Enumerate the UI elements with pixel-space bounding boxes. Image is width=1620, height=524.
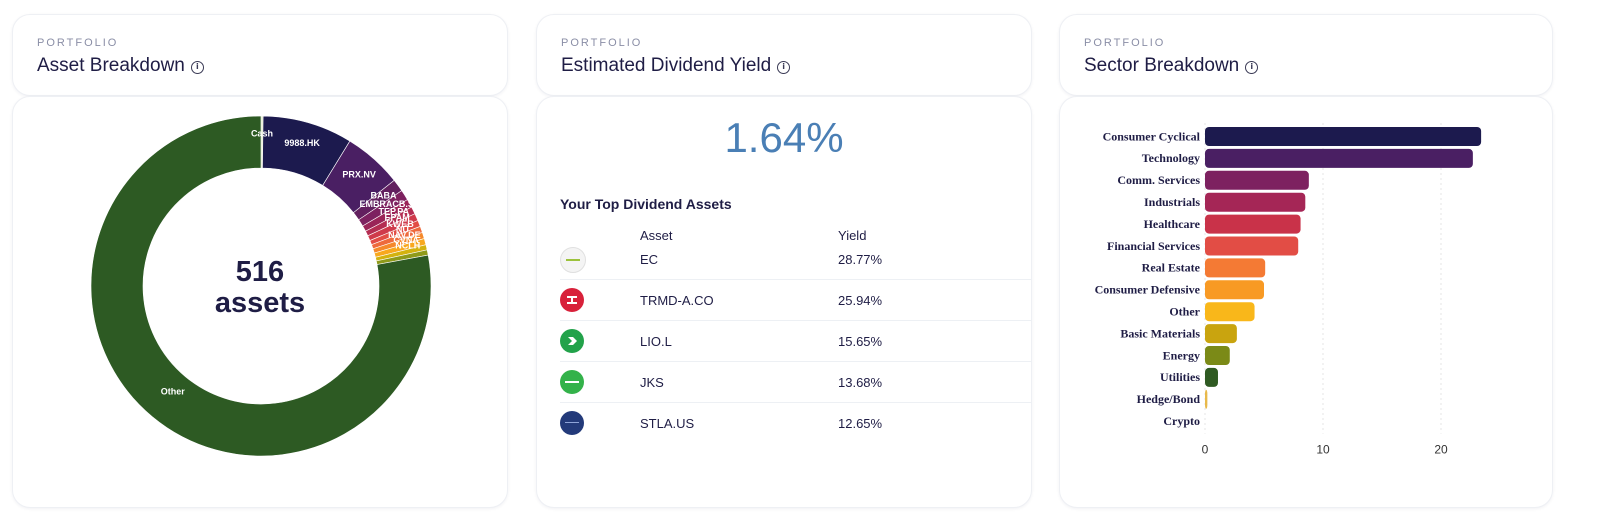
asset-symbol: TRMD-A.CO: [640, 293, 714, 308]
donut-slice-label: NCLH: [395, 241, 420, 251]
asset-symbol: LIO.L: [640, 334, 672, 349]
x-tick-label: 0: [1202, 443, 1209, 457]
ecopetrol-logo-icon: [560, 247, 586, 273]
sector-bar[interactable]: [1205, 367, 1218, 387]
asset-yield: 28.77%: [838, 252, 883, 267]
asset-breakdown-chart-card: Cash 9988.HK PRX.NV BABA EMBRACB.ST TEP.PA EPA…: [12, 96, 508, 508]
asset-donut-chart: Cash 9988.HK PRX.NV BABAEMBRACB.STTEP.PAEPA…: [90, 115, 432, 457]
info-icon[interactable]: i: [1245, 60, 1259, 74]
category-label: Consumer Defensive: [1095, 283, 1201, 297]
dividend-row[interactable]: LIO.L 15.65%: [560, 320, 1032, 362]
dividend-yield-panel: PORTFOLIO Estimated Dividend Yield i 1.6…: [536, 0, 1032, 524]
category-label: Hedge/Bond: [1137, 392, 1201, 406]
stellantis-logo-icon: [560, 411, 584, 435]
liontrust-logo-icon: [560, 329, 584, 353]
sector-breakdown-chart-card: 0 10 20 Consumer Cyclical Technology Comm. Se…: [1059, 96, 1553, 508]
donut-slice-label: NU: [396, 224, 409, 234]
category-label: Technology: [1142, 151, 1200, 165]
panel-title: Estimated Dividend Yield i: [561, 55, 791, 77]
category-label: Utilities: [1160, 370, 1200, 384]
category-label: Real Estate: [1142, 261, 1201, 275]
sector-bar-chart: 0 10 20 Consumer Cyclical Technology Comm. Se…: [1095, 123, 1482, 457]
sector-bar[interactable]: [1205, 302, 1255, 322]
donut-slice-label: PRX.NV: [342, 170, 376, 180]
sector-bar[interactable]: [1205, 236, 1299, 256]
donut-slice-label: EPAM: [384, 213, 409, 223]
torm-logo-icon: [560, 288, 584, 312]
x-tick-label: 10: [1316, 443, 1330, 457]
sector-bar[interactable]: [1205, 258, 1266, 278]
asset-yield: 12.65%: [838, 416, 883, 431]
category-label: Energy: [1163, 348, 1200, 362]
dividend-yield-header-card: PORTFOLIO Estimated Dividend Yield i: [536, 14, 1032, 96]
donut-slice-label: KWEB: [386, 219, 414, 229]
category-label: Financial Services: [1107, 239, 1200, 253]
asset-symbol: JKS: [640, 375, 664, 390]
x-tick-label: 20: [1434, 443, 1448, 457]
asset-symbol: EC: [640, 252, 659, 267]
panel-title: Sector Breakdown i: [1084, 55, 1259, 77]
category-label: Healthcare: [1144, 217, 1201, 231]
asset-yield: 13.68%: [838, 375, 883, 390]
overline: PORTFOLIO: [561, 37, 643, 49]
info-icon[interactable]: i: [777, 60, 791, 74]
asset-breakdown-panel: PORTFOLIO Asset Breakdown i Cash 9988.HK P…: [12, 0, 508, 524]
dividend-yield-body-card: [536, 96, 1032, 508]
overline: PORTFOLIO: [37, 37, 119, 49]
asset-count: 516: [235, 256, 285, 288]
panel-title: Asset Breakdown i: [37, 55, 204, 77]
asset-symbol: STLA.US: [640, 416, 695, 431]
sector-bar[interactable]: [1205, 127, 1482, 146]
top-dividend-heading: Your Top Dividend Assets: [560, 196, 732, 212]
donut-slice-label: NAV.DE: [388, 230, 421, 240]
sector-bar[interactable]: [1205, 148, 1473, 168]
category-label: Other: [1169, 304, 1200, 318]
overline: PORTFOLIO: [1084, 37, 1166, 49]
sector-bar[interactable]: [1205, 170, 1309, 190]
category-label: Consumer Cyclical: [1103, 129, 1201, 143]
sector-bar[interactable]: [1205, 324, 1237, 344]
donut-slice-label: BABA: [371, 190, 397, 200]
sector-bar[interactable]: [1205, 389, 1208, 409]
asset-breakdown-header-card: PORTFOLIO Asset Breakdown i: [12, 14, 508, 96]
donut-slice-label: EMBRACB.ST: [359, 199, 420, 209]
category-label: Industrials: [1144, 195, 1200, 209]
donut-slice[interactable]: [90, 115, 432, 457]
jinko-logo-icon: [560, 370, 584, 394]
panel-title-text: Sector Breakdown: [1084, 55, 1240, 76]
panel-title-text: Estimated Dividend Yield: [561, 55, 772, 76]
donut-slice-label: Other: [161, 386, 186, 396]
sector-bar[interactable]: [1205, 346, 1230, 365]
sector-bar[interactable]: [1205, 192, 1306, 212]
category-label: Basic Materials: [1120, 326, 1200, 340]
column-header-yield: Yield: [838, 228, 867, 243]
donut-slice-label: 9988.HK: [284, 138, 320, 148]
sector-breakdown-header-card: PORTFOLIO Sector Breakdown i: [1059, 14, 1553, 96]
sector-breakdown-panel: PORTFOLIO Sector Breakdown i 0 10 20 Consum…: [1059, 0, 1553, 524]
asset-yield: 15.65%: [838, 334, 883, 349]
category-label: Comm. Services: [1117, 173, 1200, 187]
dividend-row[interactable]: JKS 13.68%: [560, 361, 1032, 403]
dividend-row[interactable]: TRMD-A.CO 25.94%: [560, 279, 1032, 321]
sector-bar[interactable]: [1205, 280, 1264, 300]
category-label: Crypto: [1163, 414, 1200, 428]
column-header-asset: Asset: [640, 228, 673, 243]
sector-bar[interactable]: [1205, 214, 1301, 234]
info-icon[interactable]: i: [190, 60, 204, 74]
dividend-row[interactable]: STLA.US 12.65%: [560, 402, 1032, 443]
asset-count-label: assets: [214, 287, 306, 319]
asset-yield: 25.94%: [838, 293, 883, 308]
donut-slice-label: TEP.PA: [378, 206, 409, 216]
estimated-yield-value: 1.64%: [724, 114, 844, 161]
panel-title-text: Asset Breakdown: [37, 55, 185, 76]
donut-center: 516 assets: [13, 257, 507, 319]
donut-slice-label: CVNA: [393, 235, 419, 245]
donut-slice-label: Cash: [251, 128, 273, 138]
dividend-row[interactable]: EC 28.77%: [560, 238, 1032, 280]
